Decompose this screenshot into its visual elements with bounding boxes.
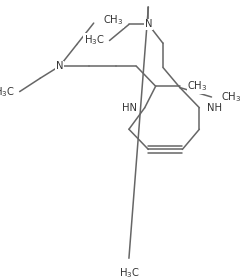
Text: H$_3$C: H$_3$C <box>118 266 139 280</box>
Text: CH$_3$: CH$_3$ <box>220 90 241 104</box>
Text: CH$_3$: CH$_3$ <box>186 79 207 93</box>
Text: HN: HN <box>122 103 137 113</box>
Text: H$_3$C: H$_3$C <box>84 34 104 47</box>
Text: N: N <box>56 61 63 71</box>
Text: N: N <box>144 19 151 29</box>
Text: CH$_3$: CH$_3$ <box>103 13 123 27</box>
Text: NH: NH <box>206 103 221 113</box>
Text: H$_3$C: H$_3$C <box>0 85 15 99</box>
